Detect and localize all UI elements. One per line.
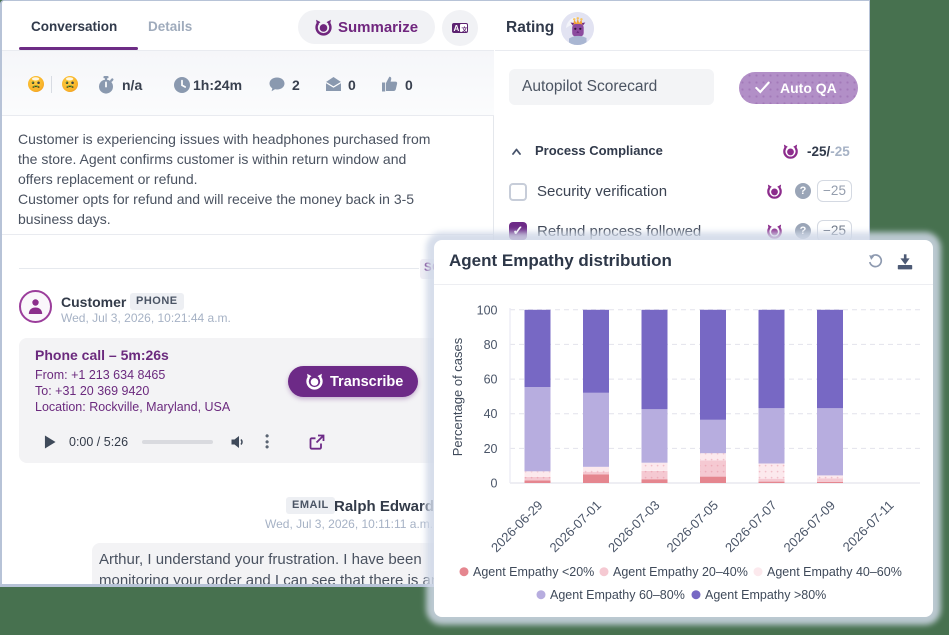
svg-text:2026-07-01: 2026-07-01 (546, 498, 604, 556)
svg-text:80: 80 (484, 338, 498, 352)
svg-text:100: 100 (477, 303, 498, 317)
svg-text:2026-07-05: 2026-07-05 (663, 498, 721, 556)
svg-text:20: 20 (484, 442, 498, 456)
svg-text:Percentage of cases: Percentage of cases (450, 337, 465, 456)
svg-text:Agent Empathy 20–40%: Agent Empathy 20–40% (613, 565, 748, 579)
svg-text:2026-07-09: 2026-07-09 (780, 498, 838, 556)
svg-text:2026-07-07: 2026-07-07 (722, 498, 780, 556)
svg-text:Agent Empathy <20%: Agent Empathy <20% (473, 565, 594, 579)
svg-text:0: 0 (491, 477, 498, 491)
svg-text:60: 60 (484, 373, 498, 387)
svg-text:2026-07-11: 2026-07-11 (840, 498, 897, 555)
svg-text:2026-06-29: 2026-06-29 (488, 498, 546, 556)
svg-text:2026-07-03: 2026-07-03 (605, 498, 663, 556)
svg-text:Agent Empathy 40–60%: Agent Empathy 40–60% (767, 565, 902, 579)
svg-text:Agent Empathy >80%: Agent Empathy >80% (705, 588, 826, 602)
svg-text:Agent Empathy 60–80%: Agent Empathy 60–80% (550, 588, 685, 602)
svg-text:40: 40 (484, 407, 498, 421)
